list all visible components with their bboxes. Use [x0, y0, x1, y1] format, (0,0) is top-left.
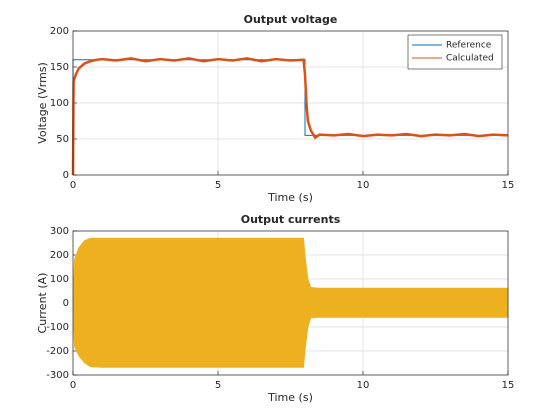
x-tick-label: 10 — [357, 380, 370, 391]
x-axis-label: Time (s) — [267, 191, 313, 204]
axes-box — [72, 30, 509, 176]
y-tick-label: 100 — [50, 274, 69, 285]
y-axis-label: Current (A) — [36, 273, 49, 334]
legend-label: Reference — [446, 41, 492, 51]
x-tick-label: 0 — [70, 180, 76, 191]
axes-box — [72, 230, 509, 376]
x-tick-label: 10 — [357, 180, 370, 191]
x-tick-label: 15 — [502, 380, 515, 391]
chart-title: Output currents — [241, 213, 341, 226]
x-tick-label: 15 — [502, 180, 515, 191]
y-tick-label: 200 — [50, 250, 69, 261]
x-axis-label: Time (s) — [267, 391, 313, 404]
legend-box — [407, 34, 503, 70]
chart-title: Output voltage — [244, 13, 338, 26]
y-tick-label: 150 — [50, 62, 69, 73]
y-tick-label: 200 — [50, 26, 69, 37]
y-tick-label: -100 — [46, 322, 69, 333]
x-tick-label: 5 — [215, 180, 221, 191]
y-tick-label: 50 — [56, 134, 69, 145]
y-axis-label: Voltage (Vrms) — [36, 62, 49, 144]
y-tick-label: -300 — [46, 370, 69, 381]
series-line — [71, 57, 509, 176]
x-tick-label: 5 — [215, 380, 221, 391]
legend-label: Calculated — [446, 54, 494, 64]
y-tick-label: -200 — [46, 346, 69, 357]
y-tick-label: 300 — [50, 226, 69, 237]
y-tick-label: 0 — [63, 170, 69, 181]
y-tick-label: 0 — [63, 298, 69, 309]
y-tick-label: 100 — [50, 98, 69, 109]
x-tick-label: 0 — [70, 380, 76, 391]
